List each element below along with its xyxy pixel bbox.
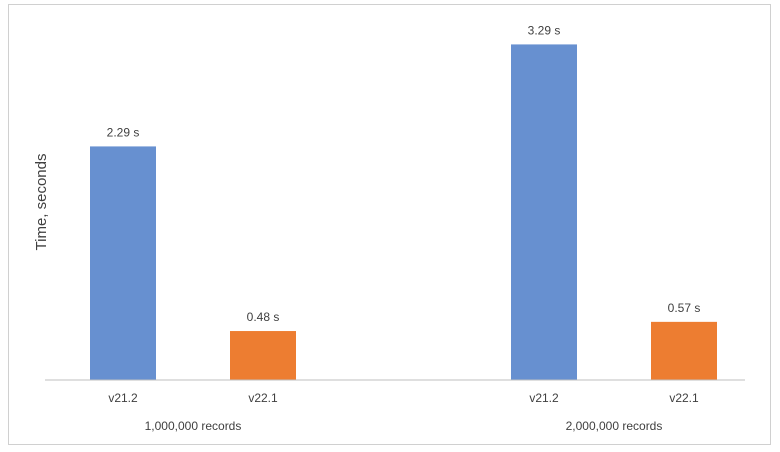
x-tick-label: v21.2 <box>108 391 138 405</box>
data-label: 3.29 s <box>528 23 561 37</box>
bar-v22.1-group-2 <box>651 321 717 380</box>
x-group-label: 2,000,000 records <box>566 419 663 433</box>
data-label: 0.57 s <box>668 301 701 315</box>
x-tick-label: v22.1 <box>248 391 278 405</box>
bar-v21.2-group-2 <box>511 44 577 381</box>
data-label: 0.48 s <box>247 310 280 324</box>
x-group-label: 1,000,000 records <box>145 419 242 433</box>
bar-v22.1-group-1 <box>230 331 296 380</box>
x-tick-label: v21.2 <box>529 391 559 405</box>
chart-marks: 2.29 s v21.2 0.48 s v22.1 1,000,000 records 3… <box>90 23 717 433</box>
x-tick-label: v22.1 <box>669 391 699 405</box>
data-label: 2.29 s <box>107 125 140 139</box>
y-axis-title: Time, seconds <box>33 154 50 251</box>
bar-v21.2-group-1 <box>90 146 156 380</box>
